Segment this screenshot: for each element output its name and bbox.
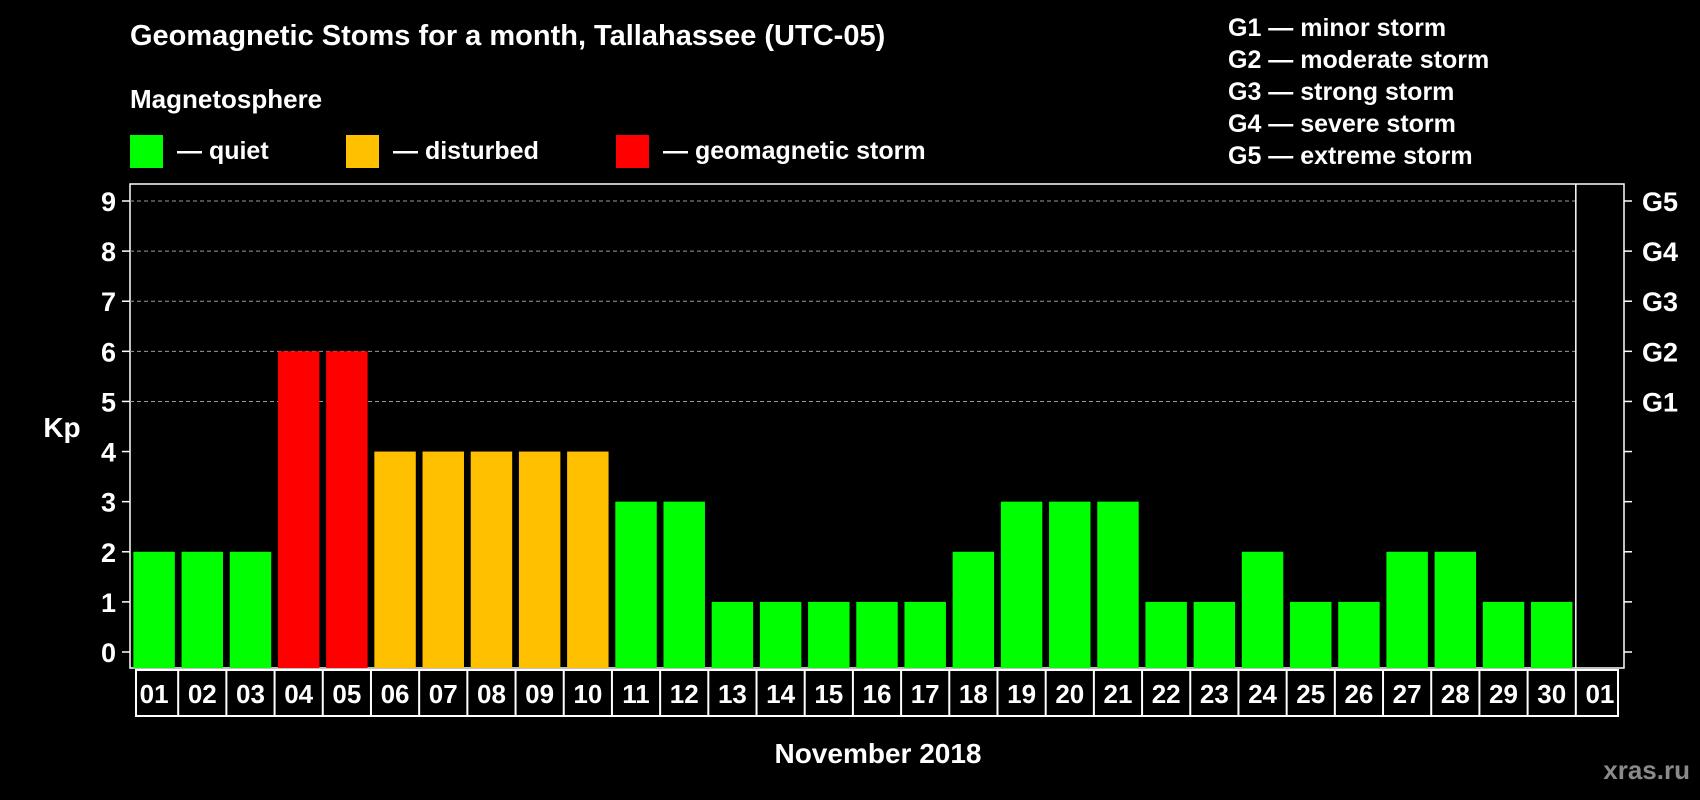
bar-day-02 — [181, 551, 224, 668]
x-tick-label-10: 10 — [573, 679, 602, 709]
x-tick-label-30: 30 — [1537, 679, 1566, 709]
bar-day-06 — [374, 451, 416, 668]
bar-day-09 — [518, 451, 561, 668]
bar-day-25 — [1290, 601, 1332, 668]
g-scale-g3: G3 — strong storm — [1228, 78, 1455, 106]
bar-day-22 — [1145, 601, 1187, 668]
legend-heading: Magnetosphere — [130, 84, 323, 114]
legend-item-quiet: — quiet — [130, 134, 269, 168]
x-tick-label-20: 20 — [1055, 679, 1084, 709]
x-tick-label-26: 26 — [1344, 679, 1373, 709]
bar-day-17 — [904, 601, 946, 668]
x-tick-label-15: 15 — [814, 679, 843, 709]
g-scale-legend: G1 — minor storm G2 — moderate storm G3 … — [1228, 12, 1489, 172]
x-tick-label-28: 28 — [1441, 679, 1470, 709]
x-tick-label-25: 25 — [1296, 679, 1325, 709]
x-tick-label-04: 04 — [284, 679, 313, 709]
bar-day-29 — [1482, 601, 1525, 668]
y-tick-label-4: 4 — [101, 438, 116, 468]
bar-day-05 — [326, 351, 368, 668]
bar-day-03 — [229, 551, 272, 668]
bar-day-13 — [711, 601, 754, 668]
x-tick-label-01: 01 — [140, 679, 169, 709]
x-tick-label-19: 19 — [1007, 679, 1036, 709]
x-tick-label-07: 07 — [429, 679, 458, 709]
x-tick-label-14: 14 — [766, 679, 795, 709]
y-tick-label-9: 9 — [101, 187, 116, 217]
x-tick-label-12: 12 — [670, 679, 699, 709]
y-tick-label-1: 1 — [101, 588, 116, 618]
x-tick-label-02: 02 — [188, 679, 217, 709]
x-tick-label-09: 09 — [525, 679, 554, 709]
x-tick-label-27: 27 — [1393, 679, 1422, 709]
g-label-G1: G1 — [1642, 387, 1678, 417]
bar-day-01 — [133, 551, 175, 668]
bar-day-30 — [1530, 601, 1573, 668]
y-tick-label-7: 7 — [101, 287, 116, 317]
y-tick-label-3: 3 — [101, 488, 116, 518]
g-scale-g2: G2 — moderate storm — [1228, 46, 1490, 74]
legend-swatch-quiet — [130, 134, 163, 168]
g-label-G4: G4 — [1642, 237, 1678, 267]
x-axis-label: November 2018 — [774, 738, 981, 769]
bar-day-27 — [1386, 551, 1428, 668]
x-tick-label-08: 08 — [477, 679, 506, 709]
g-scale-g4: G4 — severe storm — [1228, 110, 1456, 138]
x-tick-label-05: 05 — [332, 679, 361, 709]
bar-day-24 — [1241, 551, 1284, 668]
y-tick-label-0: 0 — [101, 638, 116, 668]
bar-day-04 — [277, 351, 320, 668]
x-tick-label-16: 16 — [863, 679, 892, 709]
y-tick-label-5: 5 — [101, 387, 116, 417]
bar-day-20 — [1049, 501, 1091, 668]
g-scale-g1: G1 — minor storm — [1228, 14, 1447, 42]
g-label-G5: G5 — [1642, 187, 1678, 217]
y-tick-label-6: 6 — [101, 337, 116, 367]
chart-title: Geomagnetic Stoms for a month, Tallahass… — [130, 20, 886, 52]
x-tick-label-21: 21 — [1104, 679, 1133, 709]
x-tick-label-06: 06 — [381, 679, 410, 709]
bar-day-15 — [808, 601, 850, 668]
x-tick-label-03: 03 — [236, 679, 265, 709]
y-tick-label-8: 8 — [101, 237, 116, 267]
bar-day-16 — [856, 601, 898, 668]
watermark: xras.ru — [1603, 755, 1690, 785]
bar-day-26 — [1338, 601, 1380, 668]
x-tick-label-22: 22 — [1152, 679, 1181, 709]
bar-day-07 — [422, 451, 464, 668]
legend-swatch-storm — [616, 134, 649, 168]
bar-day-11 — [615, 501, 657, 668]
legend-label-storm: — geomagnetic storm — [663, 136, 926, 165]
bar-day-18 — [952, 551, 995, 668]
x-tick-label-17: 17 — [911, 679, 940, 709]
legend-label-disturbed: — disturbed — [393, 136, 539, 165]
legend-swatch-disturbed — [346, 134, 379, 168]
y-axis-label: Kp — [43, 412, 80, 443]
bar-day-19 — [1000, 501, 1043, 668]
legend-item-disturbed: — disturbed — [346, 134, 539, 168]
x-tick-label-01-next: 01 — [1585, 679, 1614, 709]
bar-day-12 — [663, 501, 705, 668]
bar-day-14 — [759, 601, 802, 668]
legend-item-storm: — geomagnetic storm — [616, 134, 926, 168]
g-label-G3: G3 — [1642, 287, 1678, 317]
bar-day-21 — [1097, 501, 1139, 668]
x-tick-label-18: 18 — [959, 679, 988, 709]
date-axis-frame — [135, 669, 1619, 717]
x-tick-label-29: 29 — [1489, 679, 1518, 709]
bar-day-28 — [1434, 551, 1477, 668]
legend-label-quiet: — quiet — [177, 136, 269, 165]
g-scale-g5: G5 — extreme storm — [1228, 142, 1473, 170]
x-tick-label-24: 24 — [1248, 679, 1277, 709]
y-tick-label-2: 2 — [101, 538, 116, 568]
bar-day-08 — [470, 451, 513, 668]
bar-day-10 — [567, 451, 609, 668]
bar-day-23 — [1193, 601, 1236, 668]
g-label-G2: G2 — [1642, 337, 1678, 367]
x-tick-label-11: 11 — [622, 679, 650, 709]
x-tick-label-13: 13 — [718, 679, 747, 709]
x-tick-label-23: 23 — [1200, 679, 1229, 709]
